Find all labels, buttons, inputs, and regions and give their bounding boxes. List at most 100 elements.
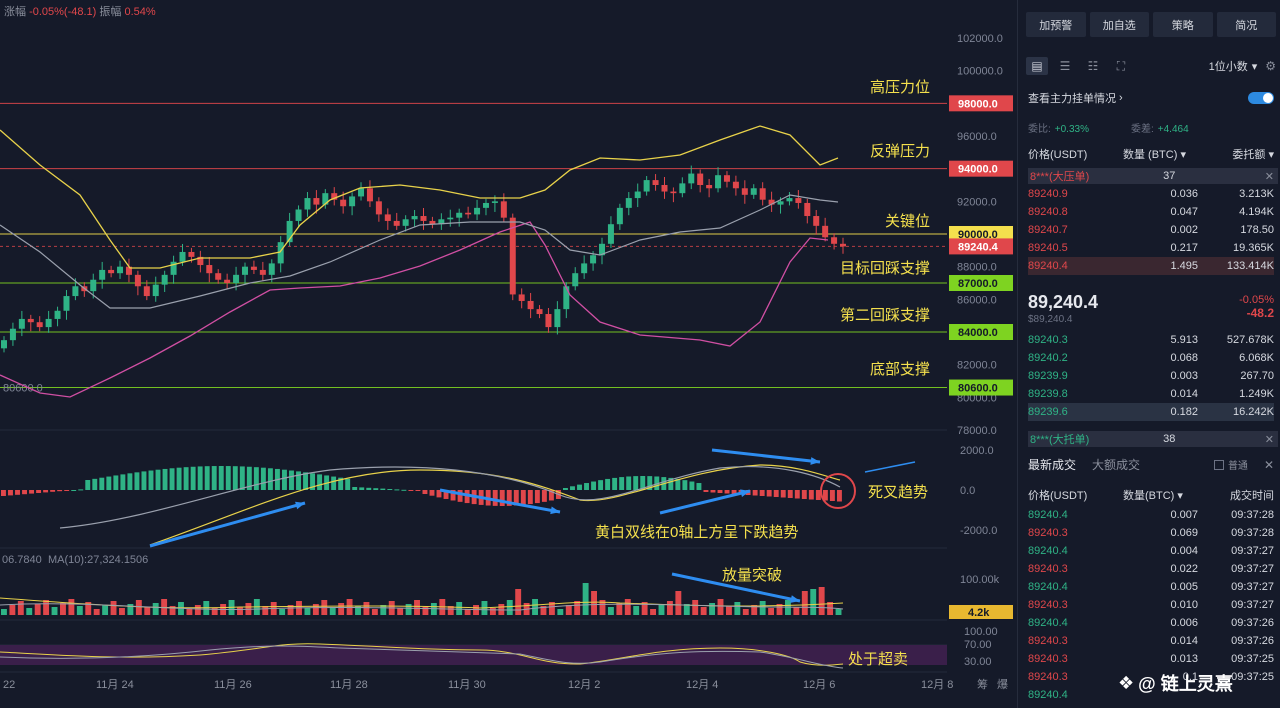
big-ask-order[interactable]: 8***(大压单) 37 ✕ <box>1028 168 1278 184</box>
bid-row-qty: 0.182 <box>1170 406 1198 418</box>
arrow-macd-1-head <box>295 501 305 510</box>
level-tag-text: 94000.0 <box>958 164 998 176</box>
trade-row[interactable]: 89240.3 0.013 09:37:25 <box>1028 650 1274 668</box>
trade-row[interactable]: 89240.4 <box>1028 686 1274 704</box>
asks-only-icon[interactable]: ☷ <box>1087 59 1099 73</box>
normal-checkbox[interactable]: 普通 <box>1213 457 1248 472</box>
bid-row[interactable]: 89240.3 5.913 527.678K <box>1028 331 1274 349</box>
close-icon[interactable]: ✕ <box>1264 433 1274 446</box>
last-price: 89,240.4 <box>1028 292 1099 312</box>
macd-bar <box>260 467 266 490</box>
candle-body <box>277 242 284 264</box>
macd-bar <box>331 476 337 490</box>
date-axis-label: 12月 2 <box>568 679 600 691</box>
macd-bar <box>148 470 154 490</box>
trade-row[interactable]: 89240.4 0.006 09:37:26 <box>1028 614 1274 632</box>
volume-tag <box>949 605 1013 619</box>
candle-body <box>63 296 70 311</box>
trade-row-total: 09:37:27 <box>1231 545 1274 557</box>
trade-row[interactable]: 89240.3 0.1 09:37:25 <box>1028 668 1274 686</box>
add-alert-button[interactable]: 加预警 <box>1026 12 1086 37</box>
macd-bar <box>752 490 758 496</box>
bid-row[interactable]: 89239.6 0.182 16.242K <box>1028 403 1274 421</box>
level-tag-text: 87000.0 <box>958 278 998 290</box>
big-bid-order[interactable]: 8***(大托单) 38 ✕ <box>1028 431 1278 447</box>
bid-row[interactable]: 89240.2 0.068 6.068K <box>1028 349 1274 367</box>
macd-bar <box>534 490 540 504</box>
macd-bar <box>50 490 56 492</box>
ask-row[interactable]: 89240.9 0.036 3.213K <box>1028 185 1274 203</box>
both-sides-icon[interactable]: ▤ <box>1026 57 1048 75</box>
tab-latest-trades[interactable]: 最新成交 <box>1028 458 1077 472</box>
close-icon[interactable]: ✕ <box>1264 170 1274 183</box>
level-annotation: 关键位 <box>885 213 930 230</box>
trade-row[interactable]: 89240.3 0.022 09:37:27 <box>1028 560 1274 578</box>
watermark: ❖ @ 链上灵熹 <box>1118 670 1233 696</box>
macd-bar <box>570 486 575 490</box>
main-order-toggle[interactable] <box>1248 92 1274 104</box>
overview-button[interactable]: 简况 <box>1216 12 1276 37</box>
macd-bar <box>836 490 842 502</box>
chevron-right-icon: › <box>1116 92 1123 104</box>
volume-bar <box>144 607 151 615</box>
macd-bar <box>815 490 821 500</box>
macd-bar <box>612 477 618 490</box>
trade-row[interactable]: 89240.4 0.004 09:37:27 <box>1028 542 1274 560</box>
macd-bar <box>717 490 723 493</box>
trade-row[interactable]: 89240.3 0.014 09:37:26 <box>1028 632 1274 650</box>
candle-body <box>375 201 382 215</box>
date-axis-label: 11月 26 <box>214 679 252 691</box>
bid-row[interactable]: 89239.8 0.014 1.249K <box>1028 385 1274 403</box>
candle-body <box>795 198 802 203</box>
candle-body <box>732 181 739 189</box>
add-watchlist-button[interactable]: 加自选 <box>1089 12 1149 37</box>
candle-body <box>831 237 838 244</box>
ask-row[interactable]: 89240.5 0.217 19.365K <box>1028 239 1274 257</box>
chart-area[interactable]: 涨幅 -0.05%(-48.1) 振幅 0.54% 102000.0 100000… <box>0 0 1016 708</box>
candle-body <box>1 340 7 349</box>
bid-row[interactable]: 89239.9 0.003 267.70 <box>1028 367 1274 385</box>
trade-row-qty: 0.004 <box>1170 545 1198 557</box>
macd-bar <box>689 481 695 490</box>
bids-only-icon[interactable]: ☰ <box>1059 59 1071 73</box>
macd-bar <box>703 490 709 492</box>
decimal-select[interactable]: 1位小数 ▾ <box>1209 58 1258 74</box>
ob-col-total[interactable]: 委托额 ▾ <box>1232 149 1274 161</box>
volume-bar <box>532 599 538 615</box>
ask-row[interactable]: 89240.4 1.495 133.414K <box>1028 257 1274 275</box>
macd-bar <box>78 489 84 491</box>
ob-col-qty[interactable]: 数量 (BTC) ▾ <box>1123 149 1186 161</box>
close-icon[interactable]: ✕ <box>1263 457 1274 472</box>
volume-bar <box>329 607 336 615</box>
strategy-button[interactable]: 策略 <box>1153 12 1213 37</box>
trade-row-price: 89240.3 <box>1028 671 1068 683</box>
volume-bar <box>574 601 581 615</box>
trade-row-total: 09:37:25 <box>1231 671 1274 683</box>
candle-body <box>304 198 311 210</box>
kline-chart[interactable]: 102000.0 100000.0 98000.0 96000.0 94000.0 920… <box>0 0 1016 708</box>
candle-body <box>688 173 695 184</box>
volume-ma-label: MA(10):27,324.1506 <box>48 554 148 566</box>
candle-body <box>741 188 748 195</box>
trade-row-price: 89240.3 <box>1028 599 1068 611</box>
macd-bar <box>162 468 168 490</box>
volume-bar <box>110 601 117 615</box>
macd-bar <box>429 490 435 496</box>
trade-row[interactable]: 89240.3 0.010 09:37:27 <box>1028 596 1274 614</box>
macd-bar <box>246 466 252 490</box>
rsi-axis-label: 100.00 <box>964 626 998 638</box>
macd-bar <box>492 490 498 506</box>
bid-row-qty: 0.014 <box>1170 388 1198 400</box>
macd-bar <box>197 466 203 490</box>
trade-row[interactable]: 89240.3 0.069 09:37:28 <box>1028 524 1274 542</box>
macd-bar <box>352 487 358 490</box>
candle-body <box>625 198 632 208</box>
ask-row[interactable]: 89240.7 0.002 178.50 <box>1028 221 1274 239</box>
gear-icon[interactable]: ⚙ <box>1265 59 1276 73</box>
tr-col-qty[interactable]: 数量(BTC) ▾ <box>1123 490 1183 502</box>
ask-row[interactable]: 89240.8 0.047 4.194K <box>1028 203 1274 221</box>
trade-row[interactable]: 89240.4 0.007 09:37:28 <box>1028 506 1274 524</box>
trade-row[interactable]: 89240.4 0.005 09:37:27 <box>1028 578 1274 596</box>
tab-large-trades[interactable]: 大额成交 <box>1092 458 1141 472</box>
expand-icon[interactable]: ⛶ <box>1116 58 1126 73</box>
